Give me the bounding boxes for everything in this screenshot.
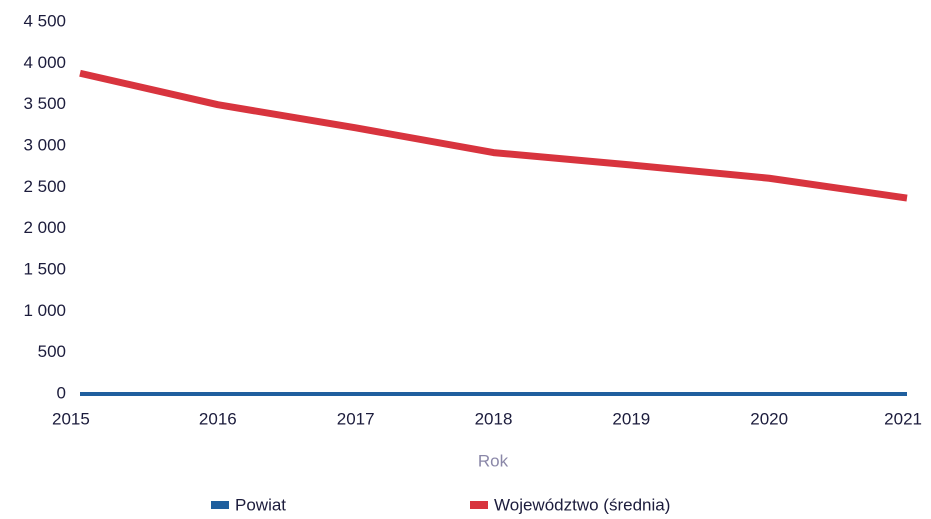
legend-swatch: [470, 501, 488, 509]
y-tick-label: 2 500: [23, 177, 66, 196]
legend-label: Województwo (średnia): [494, 495, 670, 514]
y-tick-label: 3 000: [23, 135, 66, 154]
y-tick-label: 4 500: [23, 11, 66, 30]
y-tick-label: 1 000: [23, 301, 66, 320]
x-tick-label: 2016: [199, 409, 237, 428]
series-line: [79, 69, 908, 202]
x-axis-label: Rok: [478, 451, 509, 470]
legend-swatch: [211, 501, 229, 509]
y-tick-label: 3 500: [23, 94, 66, 113]
x-tick-label: 2021: [884, 409, 922, 428]
x-tick-label: 2020: [750, 409, 788, 428]
x-tick-label: 2017: [337, 409, 375, 428]
x-tick-label: 2015: [52, 409, 90, 428]
x-tick-label: 2019: [612, 409, 650, 428]
y-tick-label: 1 500: [23, 259, 66, 278]
y-tick-label: 500: [38, 342, 66, 361]
x-tick-label: 2018: [475, 409, 513, 428]
y-tick-label: 0: [57, 383, 66, 402]
y-tick-label: 2 000: [23, 218, 66, 237]
legend-label: Powiat: [235, 495, 286, 514]
y-tick-label: 4 000: [23, 53, 66, 72]
